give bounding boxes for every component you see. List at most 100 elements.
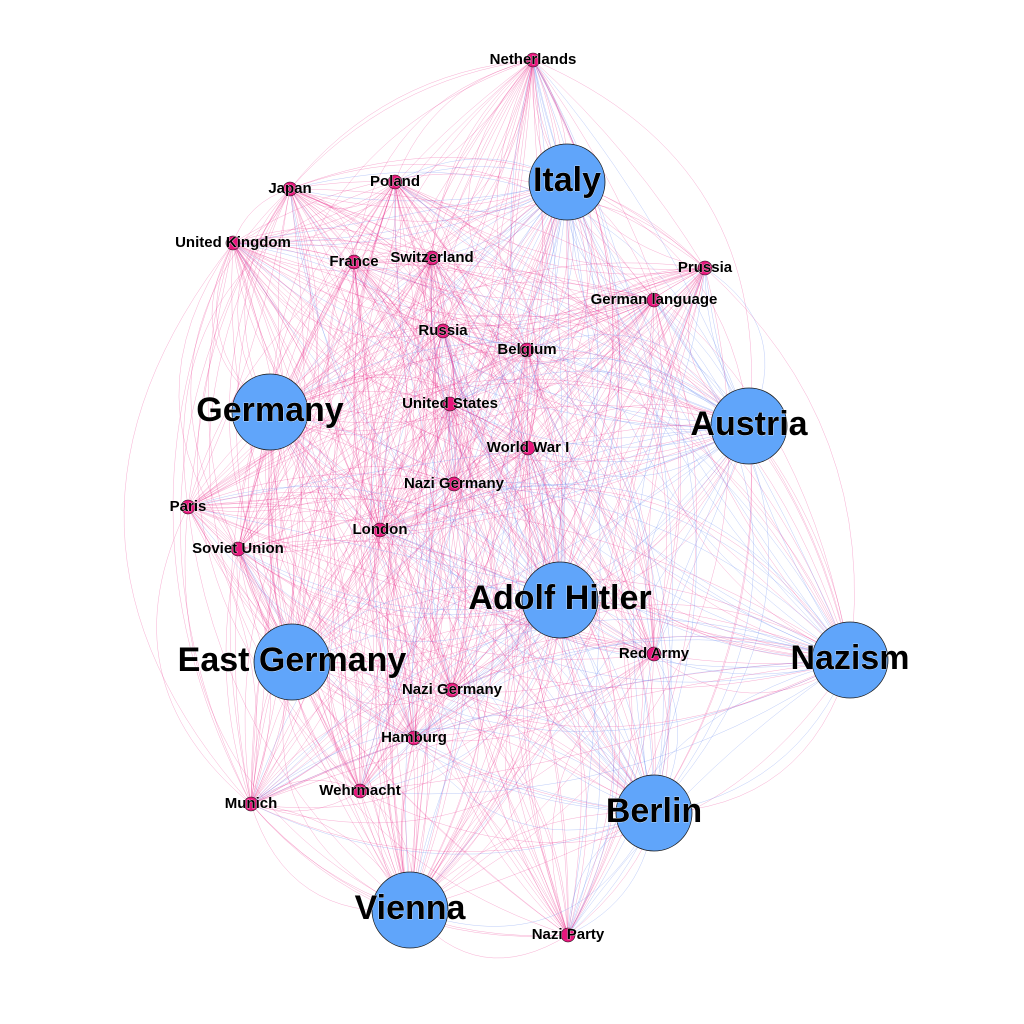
graph-edge bbox=[394, 181, 456, 332]
graph-edge bbox=[123, 242, 252, 805]
graph-edge bbox=[394, 181, 569, 936]
graph-edge bbox=[359, 659, 851, 795]
graph-edge bbox=[442, 330, 851, 661]
graph-edge bbox=[180, 188, 291, 805]
node-united-kingdom[interactable] bbox=[225, 235, 241, 251]
graph-edge bbox=[394, 181, 445, 332]
graph-edge bbox=[232, 59, 534, 244]
graph-edge bbox=[209, 188, 361, 792]
graph-edge bbox=[269, 411, 415, 739]
graph-edge bbox=[250, 689, 453, 805]
graph-edge bbox=[442, 330, 529, 449]
graph-edge bbox=[265, 411, 453, 691]
graph-edge bbox=[449, 403, 633, 936]
graph-edge bbox=[232, 181, 568, 244]
node-nazism[interactable] bbox=[811, 621, 889, 699]
graph-edge bbox=[237, 548, 851, 689]
node-vienna[interactable] bbox=[371, 871, 449, 949]
graph-edge bbox=[444, 403, 455, 485]
graph-edge bbox=[187, 299, 655, 508]
graph-edge bbox=[250, 257, 433, 805]
graph-edge bbox=[232, 242, 295, 663]
node-nazi-party[interactable] bbox=[560, 927, 576, 943]
node-london[interactable] bbox=[372, 522, 388, 538]
node-belgium[interactable] bbox=[519, 342, 535, 358]
node-east-germany[interactable] bbox=[253, 623, 331, 701]
graph-edge bbox=[475, 447, 569, 936]
graph-edge bbox=[431, 257, 468, 485]
node-wehrmacht[interactable] bbox=[352, 783, 368, 799]
graph-edge bbox=[250, 411, 273, 805]
graph-edge bbox=[451, 636, 851, 691]
graph-edge bbox=[532, 59, 752, 427]
graph-edge bbox=[449, 403, 478, 691]
graph-edge bbox=[394, 181, 561, 601]
graph-edge bbox=[379, 484, 851, 661]
graph-edge bbox=[526, 267, 706, 351]
graph-edge bbox=[559, 181, 569, 601]
node-world-war-i[interactable] bbox=[520, 440, 536, 456]
graph-edge bbox=[250, 728, 655, 814]
node-prussia[interactable] bbox=[697, 260, 713, 276]
graph-edge bbox=[431, 330, 451, 405]
graph-edge bbox=[291, 181, 568, 663]
node-soviet-union[interactable] bbox=[230, 541, 246, 557]
graph-edge bbox=[289, 181, 396, 209]
node-munich[interactable] bbox=[243, 796, 259, 812]
node-adolf-hitler[interactable] bbox=[521, 561, 599, 639]
node-germany[interactable] bbox=[231, 373, 309, 451]
graph-edge bbox=[413, 737, 655, 831]
node-japan[interactable] bbox=[282, 181, 298, 197]
node-hamburg[interactable] bbox=[406, 730, 422, 746]
graph-edge bbox=[409, 447, 551, 911]
node-paris[interactable] bbox=[180, 499, 196, 515]
node-berlin[interactable] bbox=[615, 774, 693, 852]
node-switzerland[interactable] bbox=[424, 250, 440, 266]
graph-edge bbox=[532, 59, 706, 269]
graph-edge bbox=[409, 653, 655, 911]
node-label-nazi-germany-1: Nazi Germany bbox=[404, 475, 505, 492]
graph-edge bbox=[232, 181, 396, 245]
node-netherlands[interactable] bbox=[525, 52, 541, 68]
graph-edge bbox=[353, 59, 534, 263]
graph-edge bbox=[359, 659, 851, 792]
graph-edge bbox=[187, 382, 750, 508]
graph-edge bbox=[442, 299, 655, 362]
graph-edge bbox=[359, 59, 534, 792]
node-nazi-germany-1[interactable] bbox=[446, 476, 462, 492]
node-russia[interactable] bbox=[435, 323, 451, 339]
graph-edge bbox=[425, 257, 444, 332]
graph-edge bbox=[232, 181, 568, 244]
node-austria[interactable] bbox=[710, 387, 788, 465]
graph-edge bbox=[413, 403, 451, 739]
graph-edge bbox=[451, 689, 569, 936]
graph-edge bbox=[289, 181, 568, 222]
graph-edge bbox=[353, 261, 706, 300]
node-italy[interactable] bbox=[528, 143, 606, 221]
node-german-language[interactable] bbox=[646, 292, 662, 308]
graph-edge bbox=[649, 299, 851, 661]
graph-edge bbox=[269, 281, 655, 413]
graph-edge bbox=[250, 529, 381, 805]
graph-edge bbox=[289, 188, 750, 427]
graph-edge bbox=[416, 403, 453, 691]
graph-edge bbox=[291, 59, 534, 663]
graph-edge bbox=[621, 267, 706, 814]
graph-edge bbox=[379, 403, 451, 531]
graph-edge bbox=[527, 447, 851, 661]
graph-edge bbox=[431, 257, 457, 485]
graph-edge bbox=[187, 330, 444, 509]
graph-edge bbox=[291, 181, 568, 663]
graph-edge bbox=[653, 299, 851, 661]
node-united-states[interactable] bbox=[442, 396, 458, 412]
node-red-army[interactable] bbox=[646, 646, 662, 662]
graph-edge bbox=[289, 188, 355, 263]
graph-edge bbox=[524, 447, 655, 814]
graph-edge bbox=[413, 483, 478, 739]
graph-edge bbox=[653, 299, 754, 814]
node-poland[interactable] bbox=[387, 174, 403, 190]
node-label-german-language: German language bbox=[591, 291, 718, 308]
node-france[interactable] bbox=[346, 254, 362, 270]
node-nazi-germany-2[interactable] bbox=[444, 682, 460, 698]
graph-edge bbox=[532, 59, 655, 655]
